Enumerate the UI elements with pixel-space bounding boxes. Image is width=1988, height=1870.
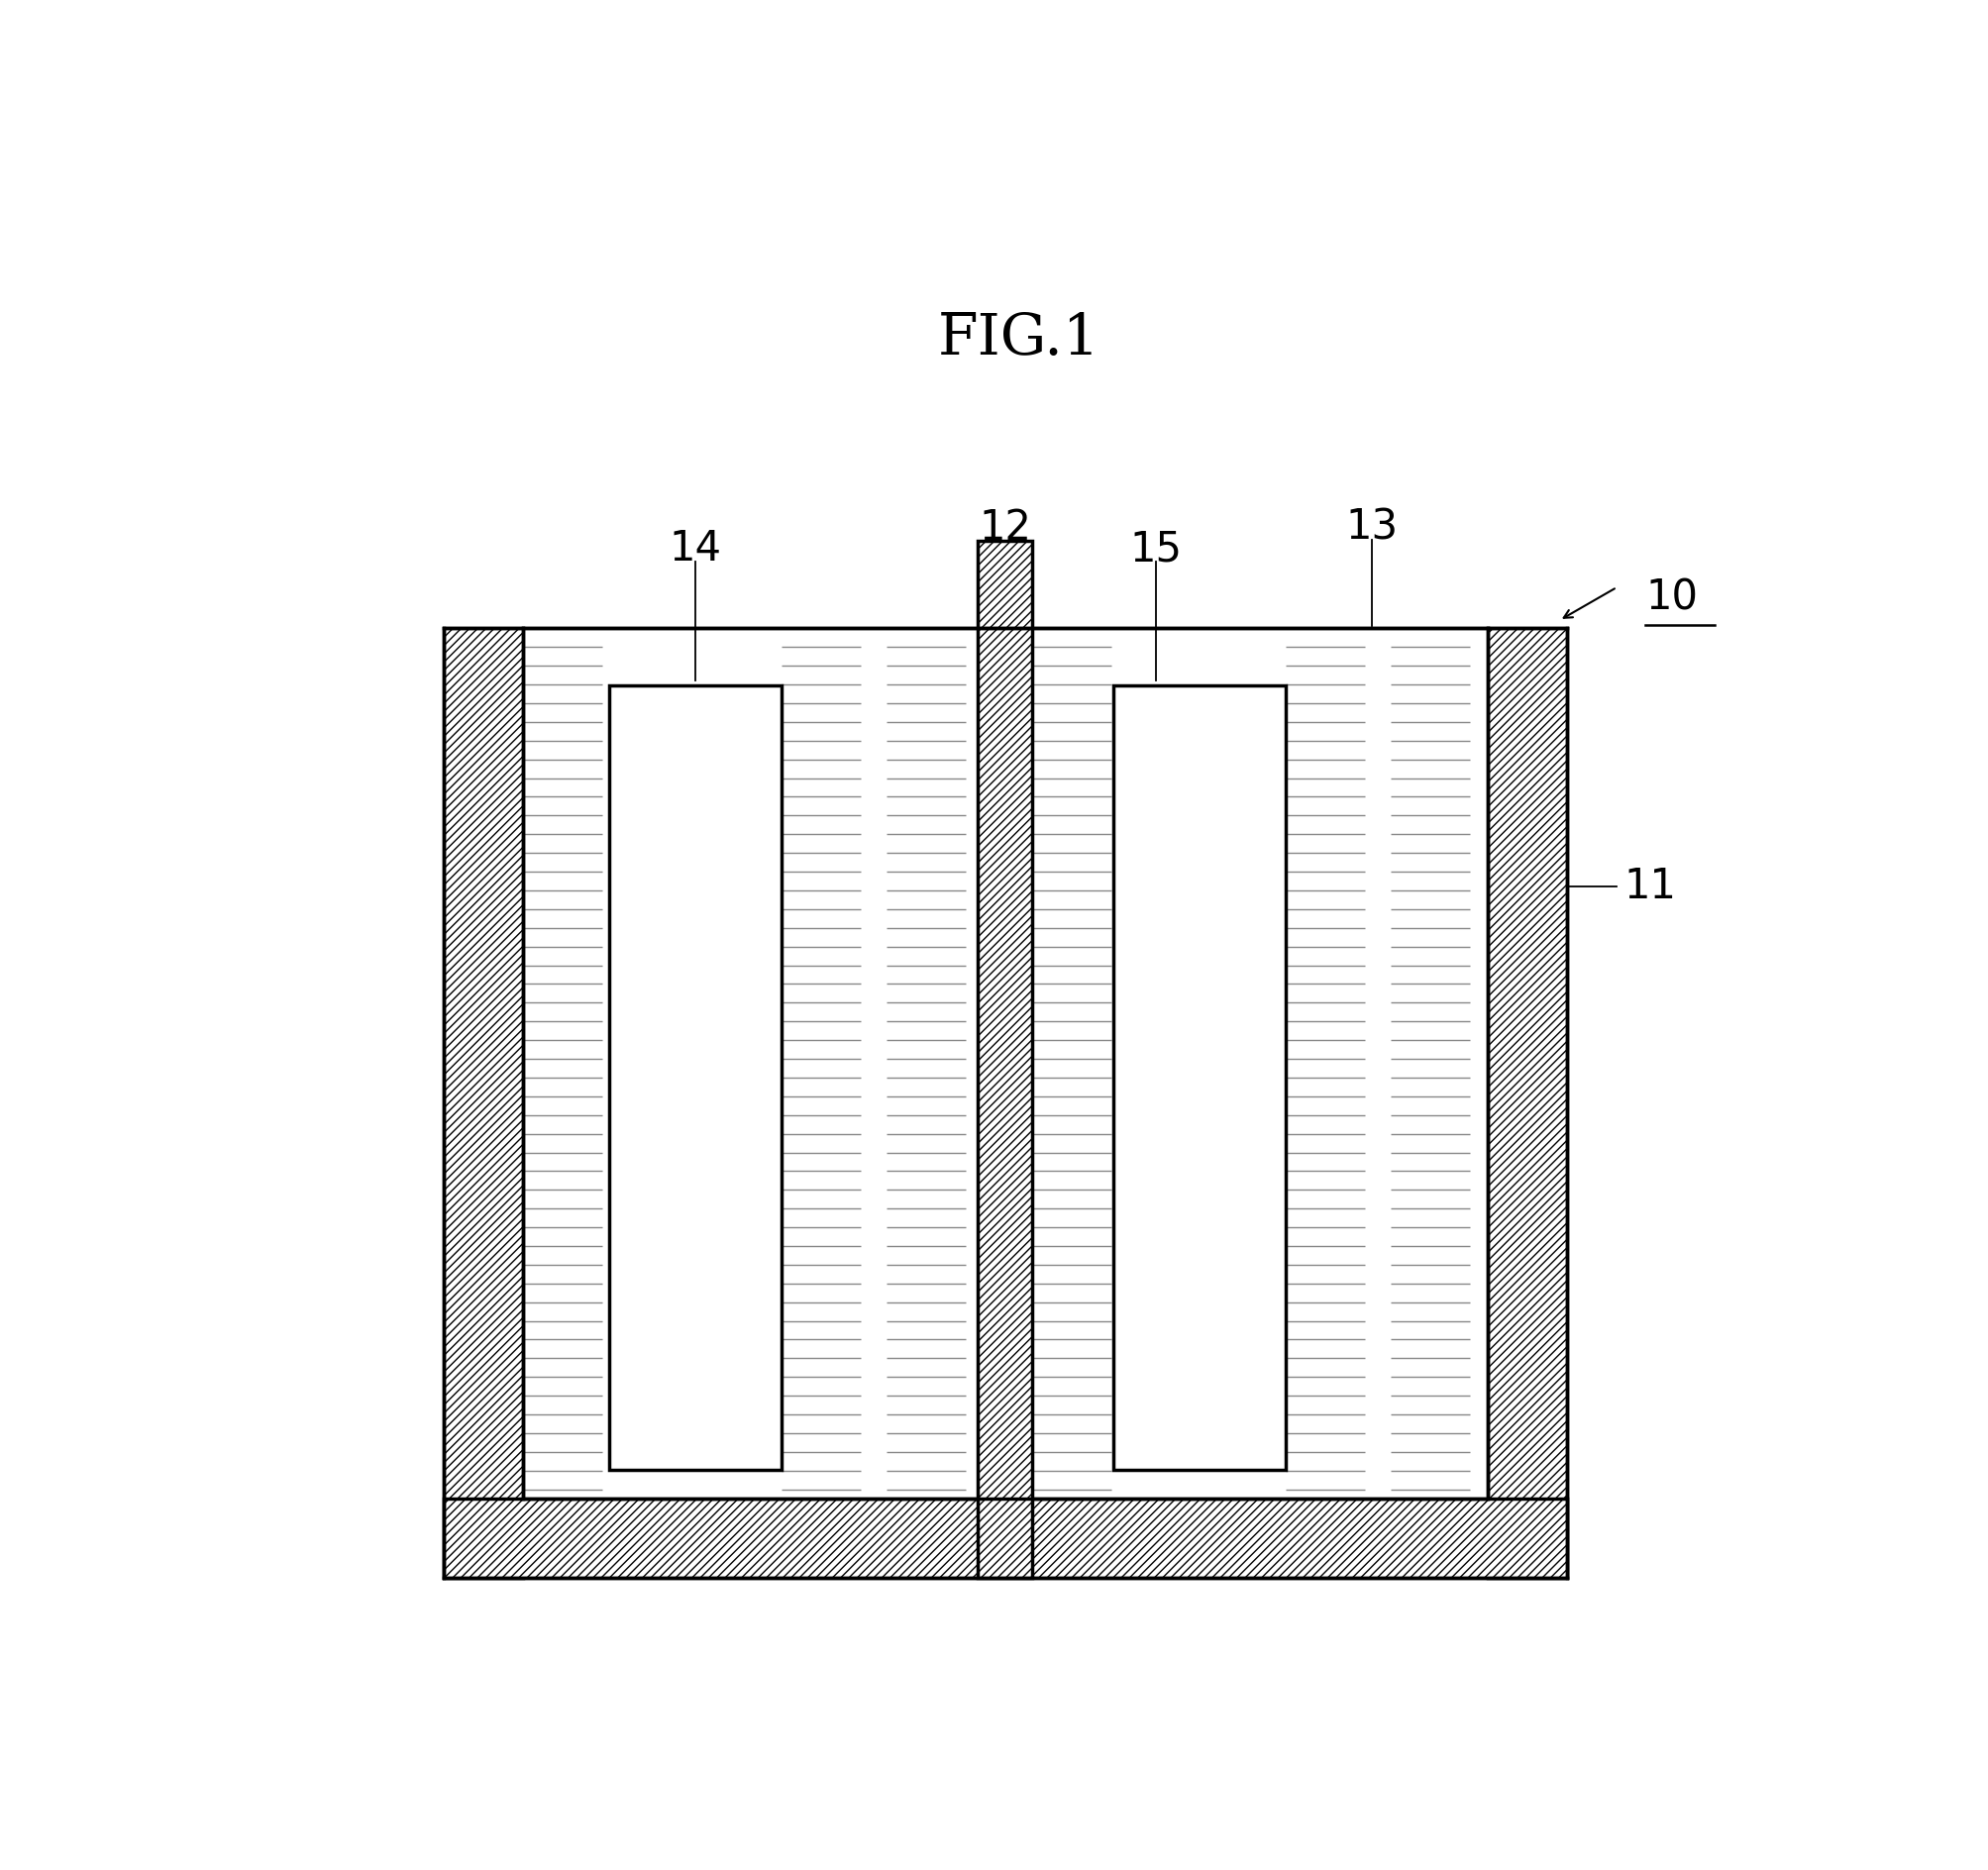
Text: FIG.1: FIG.1: [938, 310, 1099, 367]
Text: 13: 13: [1346, 507, 1398, 548]
Text: 14: 14: [668, 529, 722, 570]
Text: 11: 11: [1624, 866, 1676, 907]
Bar: [1113, 684, 1284, 1470]
Bar: [608, 684, 781, 1470]
Bar: [443, 1498, 1567, 1578]
Text: 10: 10: [1644, 578, 1698, 619]
Text: 15: 15: [1129, 529, 1181, 570]
Bar: [443, 628, 523, 1578]
Bar: [978, 540, 1032, 1578]
Bar: [523, 628, 1487, 1498]
Text: 12: 12: [978, 507, 1030, 548]
Bar: [1487, 628, 1567, 1578]
